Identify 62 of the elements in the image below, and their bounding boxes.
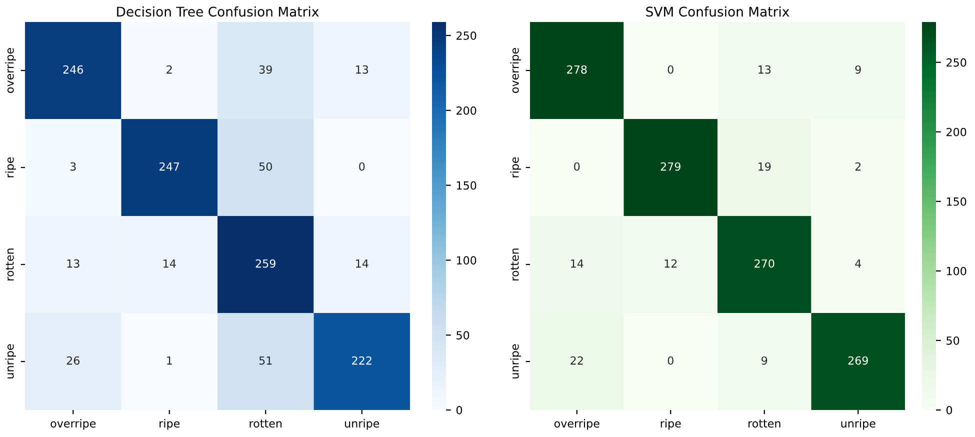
- data-label: 12: [664, 259, 677, 268]
- data-label: 1: [167, 356, 172, 365]
- x-tick-label: ripe: [160, 419, 180, 430]
- color-bar-label: 0: [456, 406, 462, 414]
- data-label: 247: [160, 162, 180, 171]
- data-label: 9: [855, 65, 861, 74]
- data-label: 2: [166, 65, 172, 74]
- data-label: 14: [164, 259, 176, 268]
- x-tick-label: overripe: [50, 419, 96, 430]
- x-tick-label: ripe: [660, 419, 681, 430]
- color-bar-label: 250: [946, 58, 966, 67]
- data-label: 246: [63, 65, 84, 74]
- x-tick-label: unripe: [345, 419, 380, 430]
- data-label: 279: [660, 162, 680, 171]
- y-tick-label: unripe: [5, 344, 16, 378]
- x-tick-label: rotten: [748, 420, 780, 428]
- x-tick-label: unripe: [841, 419, 876, 430]
- data-label: 14: [356, 259, 368, 268]
- data-label: 269: [848, 356, 868, 365]
- data-label: 3: [70, 162, 76, 171]
- data-label: 13: [758, 65, 771, 74]
- data-label: 270: [754, 259, 774, 268]
- color-bar-label: 0: [946, 406, 952, 414]
- color-bar-label: 150: [946, 197, 966, 206]
- y-tick-label: ripe: [510, 157, 521, 178]
- data-label: 0: [668, 65, 674, 74]
- color-bar-label: 250: [456, 31, 476, 40]
- data-label: 26: [66, 356, 80, 365]
- data-label: 14: [571, 259, 584, 268]
- data-label: 13: [67, 259, 80, 268]
- y-tick-label: overripe: [510, 48, 521, 93]
- data-label: 22: [570, 356, 583, 365]
- data-label: 2: [855, 162, 861, 171]
- data-label: 13: [356, 65, 368, 74]
- data-label: 0: [668, 356, 674, 365]
- data-label: 51: [259, 356, 272, 365]
- data-label: 259: [256, 259, 276, 268]
- data-label: 278: [567, 65, 587, 74]
- y-tick-label: ripe: [5, 157, 16, 178]
- y-tick-label: rotten: [6, 248, 14, 280]
- color-bar-label: 150: [456, 181, 476, 190]
- data-label: 222: [352, 356, 372, 365]
- data-label: 9: [762, 356, 768, 365]
- data-label: 50: [259, 162, 272, 171]
- color-bar-label: 100: [456, 256, 476, 265]
- x-tick-label: overripe: [554, 419, 600, 430]
- data-label: 19: [758, 162, 771, 171]
- y-tick-label: overripe: [5, 48, 16, 93]
- chart-title: Decision Tree Confusion Matrix: [117, 6, 319, 17]
- color-bar-label: 50: [946, 336, 960, 345]
- data-label: 39: [259, 65, 272, 74]
- color-bar-label: 100: [946, 266, 966, 276]
- chart-title: SVM Confusion Matrix: [646, 6, 790, 17]
- y-tick-label: unripe: [510, 344, 521, 378]
- color-bar-label: 200: [456, 106, 476, 115]
- data-label: 0: [574, 162, 580, 171]
- color-bar-label: 200: [946, 128, 966, 136]
- color-bar-label: 50: [456, 331, 470, 340]
- data-label: 4: [855, 259, 862, 268]
- x-tick-label: rotten: [250, 420, 282, 428]
- y-tick-label: rotten: [510, 248, 519, 280]
- data-label: 0: [359, 162, 365, 171]
